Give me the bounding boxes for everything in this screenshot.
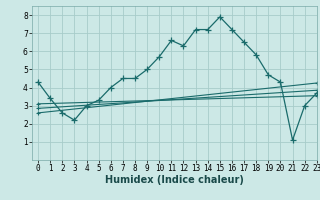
X-axis label: Humidex (Indice chaleur): Humidex (Indice chaleur): [105, 175, 244, 185]
